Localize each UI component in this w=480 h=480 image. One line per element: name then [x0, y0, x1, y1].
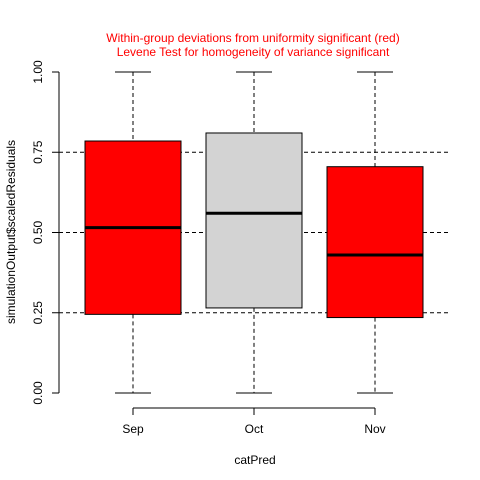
x-tick-label: Nov [364, 422, 385, 436]
x-tick-label: Oct [245, 422, 264, 436]
y-tick-label: 0.25 [31, 301, 45, 325]
x-axis-label: catPred [234, 453, 275, 467]
y-tick-label: 0.00 [31, 381, 45, 405]
chart-title-line-1: Within-group deviations from uniformity … [106, 31, 399, 45]
x-tick-label: Sep [122, 422, 144, 436]
box-oct [205, 71, 303, 394]
y-tick-label: 0.50 [31, 220, 45, 244]
y-tick-label: 0.75 [31, 140, 45, 164]
chart-title-line-2: Levene Test for homogeneity of variance … [117, 45, 390, 59]
y-axis: 0.00 0.25 0.50 0.75 1.00 [31, 60, 60, 405]
box-sep [84, 71, 182, 394]
y-axis-label: simulationOutput$scaledResiduals [4, 140, 18, 324]
x-axis: Sep Oct Nov [122, 407, 386, 436]
box-nov [326, 71, 424, 394]
y-tick-label: 1.00 [31, 60, 45, 84]
iqr-box [326, 166, 424, 319]
plot-area: 0.00 0.25 0.50 0.75 1.00 Sep Oct Nov [31, 60, 450, 436]
iqr-box [205, 132, 303, 309]
